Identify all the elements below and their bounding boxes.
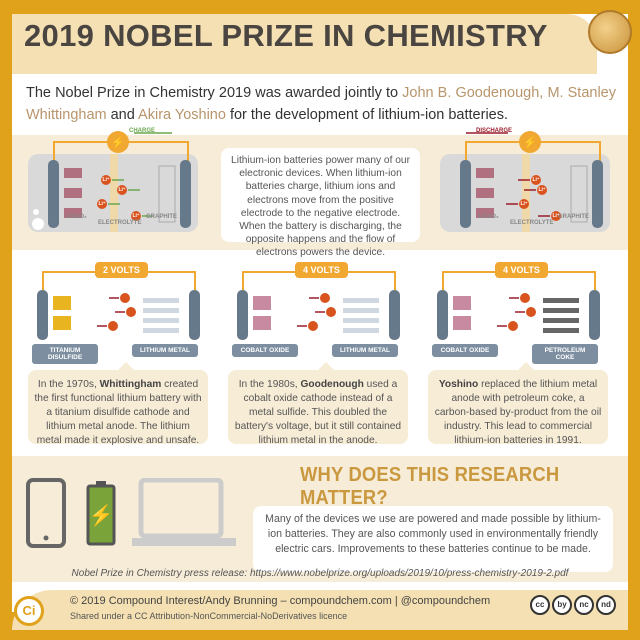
- licence: Shared under a CC Attribution-NonCommerc…: [70, 611, 348, 621]
- nd-icon: nd: [596, 595, 616, 615]
- history-caption: Yoshino replaced the lithium metal anode…: [428, 362, 608, 446]
- discharge-electrolyte-label: ELECTROLYTE: [510, 220, 554, 226]
- discharge-diagram: ⚡: [440, 131, 610, 232]
- lithium-ion-label: Li⁺: [552, 213, 560, 219]
- devices-illustration: ⚡: [26, 478, 236, 548]
- charge-anode-label: GRAPHITE: [146, 214, 178, 220]
- title-band: [12, 14, 597, 74]
- lithium-ion-label: Li⁺: [98, 201, 106, 207]
- caption-lead: In the 1970s,: [37, 379, 100, 390]
- caption-name: Whittingham: [99, 379, 162, 390]
- name-whittingham: M. Stanley Whittingham: [26, 85, 616, 123]
- voltage-badge: 2 VOLTS: [95, 262, 148, 278]
- charge-label: CHARGE: [129, 128, 156, 134]
- explainer-text: Lithium-ion batteries power many of our …: [221, 148, 420, 258]
- name-yoshino: Akira Yoshino: [138, 107, 226, 123]
- source-citation: Nobel Prize in Chemistry press release: …: [71, 568, 569, 579]
- compound-interest-logo: Ci: [14, 596, 44, 626]
- history-caption: In the 1970s, Whittingham created the fi…: [28, 362, 208, 446]
- caption-text: used a cobalt oxide cathode instead of a…: [234, 379, 402, 446]
- lithium-ion-label: Li⁺: [538, 187, 546, 193]
- nobel-medal-icon: [588, 10, 632, 54]
- charge-cathode-label: LiCoO₂: [66, 214, 87, 220]
- why-heading: WHY DOES THIS RESEARCH MATTER?: [300, 464, 560, 509]
- nc-icon: nc: [574, 595, 594, 615]
- intro-post: for the development of lithium-ion batte…: [225, 107, 509, 123]
- history-caption: In the 1980s, Goodenough used a cobalt o…: [228, 362, 408, 446]
- caption-name: Yoshino: [438, 379, 479, 390]
- voltage-badge: 4 VOLTS: [495, 262, 548, 278]
- intro-pre: The Nobel Prize in Chemistry 2019 was aw…: [26, 85, 403, 101]
- anode-label: LITHIUM METAL: [132, 344, 198, 357]
- cc-icon: cc: [530, 595, 550, 615]
- copyright: © 2019 Compound Interest/Andy Brunning –…: [70, 595, 491, 607]
- charge-electrolyte-label: ELECTROLYTE: [98, 220, 142, 226]
- discharge-label: DISCHARGE: [476, 128, 513, 134]
- lithium-ion-label: Li⁺: [118, 187, 126, 193]
- discharge-cathode-label: LiCoO₂: [478, 214, 499, 220]
- cc-licence-icons: cc by nc nd: [530, 595, 616, 615]
- lithium-ion-label: Li⁺: [132, 213, 140, 219]
- page-title: 2019 NOBEL PRIZE IN CHEMISTRY: [24, 18, 548, 53]
- anode-label: LITHIUM METAL: [332, 344, 398, 357]
- caption-lead: In the 1980s,: [238, 379, 301, 390]
- svg-text:⚡: ⚡: [89, 503, 114, 527]
- intro-text: The Nobel Prize in Chemistry 2019 was aw…: [26, 82, 616, 126]
- caption-text: created the first functional lithium bat…: [34, 379, 202, 446]
- battery-diagram-2: [237, 271, 400, 340]
- caption-text: replaced the lithium metal anode with pe…: [434, 379, 602, 446]
- cathode-label: TITANIUM DISULFIDE: [32, 344, 98, 364]
- phone-icon: [26, 478, 66, 548]
- charger-icon: [107, 131, 129, 153]
- voltage-badge: 4 VOLTS: [295, 262, 348, 278]
- discharge-anode-label: GRAPHITE: [558, 214, 590, 220]
- lithium-ion-label: Li⁺: [520, 201, 528, 207]
- anode-label: PETROLEUM COKE: [532, 344, 598, 364]
- intro-mid: and: [106, 107, 139, 123]
- caption-name: Goodenough: [300, 379, 364, 390]
- lithium-ion-label: Li⁺: [102, 177, 110, 183]
- svg-text:⚡: ⚡: [523, 136, 537, 149]
- name-goodenough: John B. Goodenough,: [402, 85, 544, 101]
- charge-diagram: ⚡: [28, 131, 198, 232]
- by-icon: by: [552, 595, 572, 615]
- svg-text:⚡: ⚡: [111, 136, 125, 149]
- why-text: Many of the devices we use are powered a…: [253, 506, 613, 572]
- lithium-ion-label: Li⁺: [532, 177, 540, 183]
- cathode-label: COBALT OXIDE: [432, 344, 498, 357]
- cathode-label: COBALT OXIDE: [232, 344, 298, 357]
- laptop-icon: [138, 478, 224, 539]
- footer: [12, 590, 628, 630]
- battery-diagram-3: [437, 271, 600, 340]
